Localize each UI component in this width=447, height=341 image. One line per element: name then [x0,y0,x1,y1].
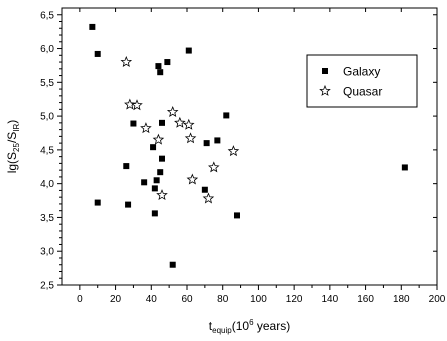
y-tick-label: 5,5 [40,78,54,89]
quasar-point [202,192,215,204]
x-tick-label: 20 [110,294,122,305]
y-tick-label: 4,0 [40,179,54,190]
x-axis-label: tequip(106 years) [209,318,290,335]
galaxy-point [94,50,101,57]
galaxy-point [153,177,160,184]
galaxy-point [159,119,165,126]
x-tick-label: 200 [429,294,446,305]
quasar-point [183,118,195,130]
data-points [89,23,408,268]
quasar-point [140,122,152,134]
axis-ticks: 0 20 40 60 80 100 120 140 160 180 200 2,5 3,0 3,5 4,0 4… [40,8,446,305]
legend-quasar-marker [319,84,331,96]
quasar-point [124,98,136,110]
plot-frame [61,7,438,286]
x-tick-label: 60 [181,294,193,305]
y-tick-label: 3,5 [40,213,54,224]
quasar-point [184,132,197,144]
galaxy-point [157,69,164,76]
x-tick-label: 80 [217,294,229,305]
y-tick-label: 6,0 [40,44,54,55]
y-tick-label: 3,0 [40,247,54,258]
galaxy-point [89,23,96,30]
x-tick-label: 180 [393,294,410,305]
galaxy-point [125,201,132,208]
galaxy-point [151,210,158,217]
galaxy-point [157,169,164,176]
x-tick-label: 160 [357,294,374,305]
quasar-point [152,133,165,145]
galaxy-point [223,112,230,119]
quasar-point [131,99,143,111]
legend-label: Quasar [343,85,382,99]
x-tick-label: 140 [322,294,339,305]
legend-label: Galaxy [343,65,380,79]
galaxy-point [159,155,165,162]
galaxy-point [164,59,171,66]
galaxy-point [185,47,192,54]
y-tick-label: 5,0 [40,112,54,123]
y-tick-label: 2,5 [40,281,54,292]
x-tick-label: 0 [77,294,83,305]
quasar-point [156,189,168,201]
plot-area-border [61,7,438,286]
galaxy-point [123,163,130,170]
legend: Galaxy Quasar [306,54,418,108]
galaxy-point [201,186,208,193]
galaxy-point [150,144,157,151]
axis-labels: tequip(106 years) lg(S25/SIR) [5,120,290,335]
galaxy-point [130,120,137,127]
quasar-point [174,116,186,128]
galaxy-point [94,199,101,206]
galaxy-point [141,179,148,186]
galaxy-point [155,63,162,70]
quasar-point [227,145,240,157]
x-tick-label: 100 [250,294,267,305]
y-axis-label: lg(S25/SIR) [5,120,21,174]
x-tick-label: 40 [146,294,158,305]
galaxy-point [214,137,221,144]
quasar-point [120,55,133,67]
quasar-point [208,161,220,173]
quasar-point [186,173,199,185]
legend-box [306,54,418,108]
legend-galaxy-marker [322,68,328,74]
galaxy-point [401,164,408,171]
y-tick-label: 6,5 [40,10,54,21]
galaxy-point [169,261,176,268]
x-tick-label: 120 [286,294,303,305]
y-tick-label: 4,5 [40,145,54,156]
quasar-point [166,105,179,117]
galaxy-point [234,212,240,219]
galaxy-point [203,140,210,147]
galaxy-point [151,185,158,192]
